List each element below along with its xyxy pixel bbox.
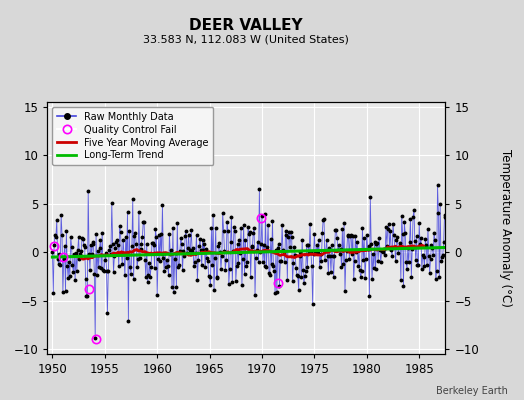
Text: Berkeley Earth: Berkeley Earth bbox=[436, 386, 508, 396]
Text: DEER VALLEY: DEER VALLEY bbox=[190, 18, 303, 33]
Legend: Raw Monthly Data, Quality Control Fail, Five Year Moving Average, Long-Term Tren: Raw Monthly Data, Quality Control Fail, … bbox=[52, 107, 213, 165]
Text: 33.583 N, 112.083 W (United States): 33.583 N, 112.083 W (United States) bbox=[144, 34, 349, 44]
Y-axis label: Temperature Anomaly (°C): Temperature Anomaly (°C) bbox=[499, 149, 511, 307]
